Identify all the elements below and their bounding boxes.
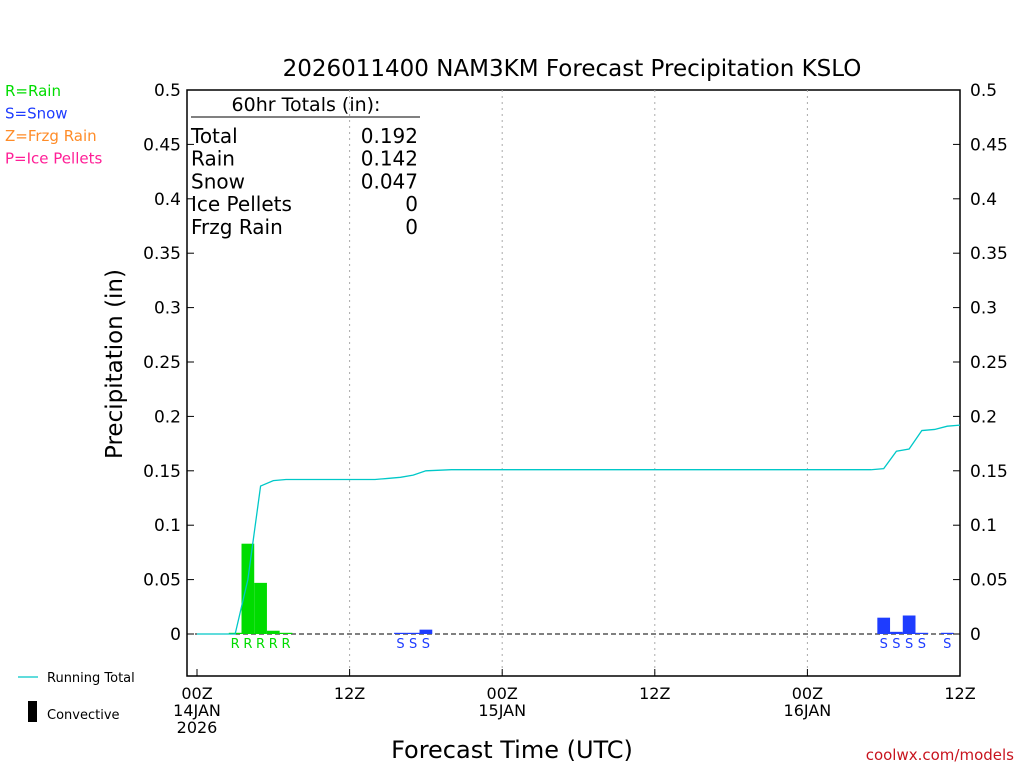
totals-header: 60hr Totals (in):: [232, 94, 381, 116]
x-tick-label: 15JAN: [478, 701, 526, 720]
x-tick-label: 12Z: [334, 684, 365, 703]
x-tick-label: 2026: [177, 718, 218, 737]
y-tick-label-left: 0.25: [143, 353, 181, 373]
y-tick-label-right: 0: [970, 625, 981, 645]
snow-code-59h: S: [943, 637, 951, 652]
snow-bar-55h: [890, 631, 903, 634]
grid-lines: [349, 90, 808, 676]
x-axis-label: Forecast Time (UTC): [391, 736, 633, 764]
x-tick-label: 12Z: [639, 684, 670, 703]
totals-value: 0.047: [361, 169, 418, 193]
x-tick-label: 00Z: [181, 684, 212, 703]
type-legend-entry: Z=Frzg Rain: [5, 127, 97, 145]
snow-code-54h: S: [880, 637, 888, 652]
type-legend-entry: P=Ice Pellets: [5, 150, 102, 168]
y-tick-label-right: 0.3: [970, 299, 997, 319]
y-axis-right: 0 0.05 0.1 0.15 0.2 0.25 0.3 0.35 0.4 0.45 0.5: [953, 81, 1008, 645]
totals-label: Frzg Rain: [191, 215, 283, 239]
snow-bar-54h: [877, 617, 891, 634]
precip-bars: [228, 543, 954, 634]
rain-bar-6h: [266, 630, 280, 634]
y-tick-label-right: 0.45: [970, 135, 1008, 155]
y-tick-label-right: 0.05: [970, 571, 1008, 591]
rain-bar-5h: [254, 582, 267, 634]
running-total-legend-label: Running Total: [47, 671, 135, 686]
y-axis-label: Precipitation (in): [102, 269, 128, 459]
snow-bar-56h: [902, 615, 916, 634]
totals-value: 0: [405, 192, 418, 216]
y-tick-label-left: 0.35: [143, 244, 181, 264]
y-tick-label-right: 0.25: [970, 353, 1008, 373]
snow-bar-18h: [419, 629, 433, 634]
bottom-legend: Running Total Convective: [18, 671, 135, 723]
totals-label: Total: [190, 124, 238, 148]
x-tick-label: 00Z: [792, 684, 823, 703]
y-tick-label-left: 0.1: [154, 516, 181, 536]
snow-bar-57h: [915, 632, 929, 634]
rain-code-5h: R: [256, 637, 265, 652]
y-axis-left: 0 0.05 0.1 0.15 0.2 0.25 0.3 0.35 0.4 0.45 0.5: [143, 81, 194, 645]
totals-value: 0.192: [361, 124, 418, 148]
x-tick-label: 12Z: [944, 684, 975, 703]
y-tick-label-right: 0.15: [970, 462, 1008, 482]
x-tick-label: 14JAN: [173, 701, 221, 720]
y-tick-label-left: 0.05: [143, 571, 181, 591]
y-tick-label-left: 0.15: [143, 462, 181, 482]
totals-label: Snow: [191, 169, 245, 193]
y-tick-label-right: 0.5: [970, 81, 997, 101]
rain-code-7h: R: [281, 637, 290, 652]
x-tick-label: 00Z: [487, 684, 518, 703]
y-tick-label-right: 0.4: [970, 190, 997, 210]
y-tick-label-right: 0.35: [970, 244, 1008, 264]
chart-title: 2026011400 NAM3KM Forecast Precipitation…: [283, 56, 862, 82]
y-tick-label-left: 0: [170, 625, 181, 645]
totals-box: 60hr Totals (in): Total 0.192 Rain 0.142 Sno…: [190, 94, 420, 239]
type-legend-entry: R=Rain: [5, 82, 61, 100]
snow-code-56h: S: [905, 637, 913, 652]
rain-code-6h: R: [269, 637, 278, 652]
convective-legend-label: Convective: [47, 708, 120, 723]
totals-label: Rain: [191, 147, 235, 171]
snow-code-55h: S: [892, 637, 900, 652]
type-legend-entry: S=Snow: [5, 105, 68, 123]
rain-bar-4h: [241, 543, 255, 634]
y-tick-label-right: 0.1: [970, 516, 997, 536]
credit-text: coolwx.com/models: [866, 746, 1014, 764]
plot-frame: [186, 89, 961, 677]
y-tick-label-left: 0.3: [154, 299, 181, 319]
y-tick-label-right: 0.2: [970, 407, 997, 427]
y-tick-label-left: 0.2: [154, 407, 181, 427]
snow-code-16h: S: [396, 637, 404, 652]
totals-rows: Total 0.192 Rain 0.142 Snow 0.047 Ice Pellets 0…: [190, 124, 418, 239]
rain-code-4h: R: [243, 637, 252, 652]
x-tick-label: 16JAN: [784, 701, 832, 720]
snow-code-57h: S: [918, 637, 926, 652]
snow-code-17h: S: [409, 637, 417, 652]
y-tick-label-left: 0.5: [154, 81, 181, 101]
snow-bar-17h: [406, 632, 420, 634]
totals-label: Ice Pellets: [191, 192, 292, 216]
totals-value: 0: [405, 215, 418, 239]
snow-bar-59h: [940, 632, 954, 634]
running-total-line: [197, 424, 961, 635]
y-tick-label-left: 0.4: [154, 190, 181, 210]
rain-bar-7h: [279, 632, 293, 634]
snow-code-18h: S: [422, 637, 430, 652]
snow-bar-16h: [394, 632, 407, 634]
y-tick-label-left: 0.45: [143, 135, 181, 155]
precip-type-legend: R=Rain S=Snow Z=Frzg Rain P=Ice Pellets: [5, 82, 102, 168]
totals-value: 0.142: [361, 147, 418, 171]
rain-code-3h: R: [231, 637, 240, 652]
convective-swatch: [28, 701, 37, 722]
